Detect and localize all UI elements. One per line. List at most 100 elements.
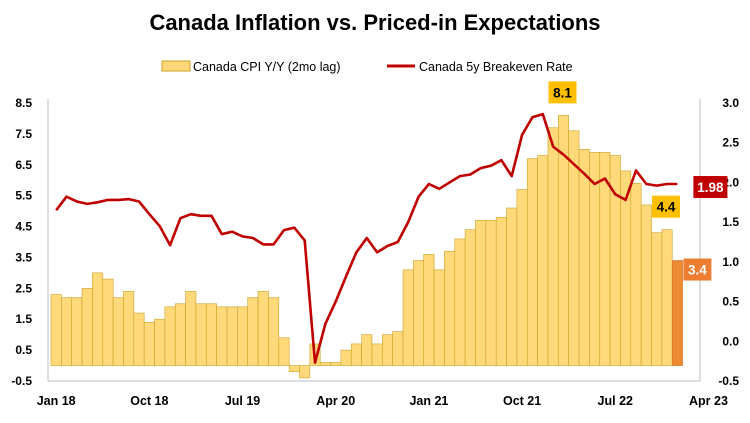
cpi-bars — [50, 115, 683, 379]
cpi-bar — [71, 297, 83, 366]
cpi-bar — [340, 349, 352, 366]
cpi-bar — [185, 291, 197, 366]
callout-box — [693, 176, 728, 199]
cpi-bar — [423, 254, 435, 366]
callout-orange: 3.4 — [683, 258, 712, 281]
right-tick-label: 1.5 — [722, 215, 739, 229]
x-axis: Jan 18 Oct 18 Jul 19 Apr 20 Jan 21 Oct 21 Jul … — [37, 394, 728, 408]
cpi-bar — [371, 343, 383, 366]
left-tick-label: -0.5 — [11, 374, 32, 388]
cpi-bar — [206, 303, 217, 366]
cpi-bar — [630, 183, 642, 366]
legend-line-label: Canada 5y Breakeven Rate — [419, 60, 573, 74]
right-tick-label: 0.0 — [722, 334, 739, 348]
cpi-bar — [361, 334, 373, 366]
cpi-bar — [195, 303, 207, 366]
left-tick-label: 1.5 — [15, 312, 32, 326]
cpi-bar — [537, 155, 549, 366]
cpi-bar — [299, 365, 311, 379]
left-tick-label: 8.5 — [15, 96, 32, 110]
cpi-bar — [143, 322, 155, 366]
callout-red: 1.98 — [693, 176, 728, 199]
cpi-bar — [102, 278, 114, 366]
cpi-bar — [402, 269, 414, 366]
cpi-bar — [330, 362, 342, 366]
cpi-bar — [433, 269, 445, 366]
cpi-bar — [257, 291, 269, 366]
callout-label: 4.4 — [657, 200, 676, 215]
callout-box — [548, 81, 577, 104]
callout-yellow: 8.1 — [548, 81, 577, 104]
right-tick-label: 3.0 — [722, 96, 739, 110]
left-tick-label: 7.5 — [15, 127, 32, 141]
callout-label: 3.4 — [688, 263, 707, 278]
cpi-bar — [81, 288, 93, 366]
cpi-bar — [216, 306, 228, 366]
right-tick-label: 0.5 — [722, 295, 739, 309]
callout-yellow: 4.4 — [652, 195, 681, 218]
left-tick-label: 2.5 — [15, 281, 32, 295]
cpi-bar — [319, 362, 331, 366]
legend-bar-swatch — [161, 60, 191, 72]
cpi-bar — [526, 158, 538, 366]
cpi-bar — [444, 250, 456, 366]
cpi-bar — [174, 303, 186, 366]
x-tick-label: Jul 22 — [598, 394, 633, 408]
cpi-bar — [464, 229, 476, 366]
cpi-bar — [547, 127, 559, 366]
legend: Canada CPI Y/Y (2mo lag) Canada 5y Break… — [161, 60, 573, 74]
breakeven-line — [55, 112, 678, 365]
cpi-bar — [516, 189, 528, 366]
cpi-bar — [651, 232, 663, 366]
cpi-bar — [50, 294, 62, 366]
right-tick-label: 2.5 — [722, 136, 739, 150]
cpi-bar-latest — [671, 260, 683, 366]
left-tick-label: 0.5 — [15, 343, 32, 357]
left-tick-label: 4.5 — [15, 220, 32, 234]
callouts: 8.1 4.4 3.4 1.98 — [548, 81, 728, 281]
cpi-bar — [61, 297, 73, 366]
cpi-bar — [247, 297, 259, 366]
callout-box — [683, 258, 712, 281]
x-tick-label: Apr 20 — [316, 394, 355, 408]
cpi-bar — [154, 318, 166, 366]
cpi-bar — [661, 229, 673, 366]
cpi-bar — [578, 149, 590, 366]
cpi-bar — [485, 220, 497, 366]
cpi-bar — [413, 260, 425, 366]
left-tick-label: 3.5 — [15, 250, 32, 264]
cpi-bar — [495, 216, 507, 366]
cpi-bar — [382, 334, 393, 366]
x-tick-label: Apr 23 — [689, 394, 728, 408]
cpi-bar — [392, 331, 404, 366]
cpi-bar — [123, 291, 135, 366]
x-tick-label: Jul 19 — [225, 394, 260, 408]
cpi-bar — [268, 297, 280, 366]
left-tick-label: 5.5 — [15, 189, 32, 203]
chart-title: Canada Inflation vs. Priced-in Expectati… — [149, 10, 600, 35]
breakeven-polyline — [55, 112, 678, 365]
legend-bar-label: Canada CPI Y/Y (2mo lag) — [193, 60, 341, 74]
left-y-axis: -0.5 0.5 1.5 2.5 3.5 4.5 5.5 6.5 7.5 8.5 — [11, 96, 32, 388]
cpi-bar — [278, 337, 290, 366]
right-tick-label: 1.0 — [722, 255, 739, 269]
cpi-bar — [506, 207, 518, 366]
cpi-bar — [92, 272, 104, 366]
cpi-bar — [112, 297, 124, 366]
cpi-bar — [133, 312, 145, 366]
x-tick-label: Oct 21 — [503, 394, 541, 408]
cpi-bar — [454, 238, 466, 366]
cpi-bar — [640, 204, 652, 366]
cpi-bar — [475, 220, 487, 366]
callout-box — [652, 195, 681, 218]
callout-label: 1.98 — [697, 180, 724, 195]
cpi-bar — [237, 306, 249, 366]
cpi-bar — [226, 306, 238, 366]
x-tick-label: Jan 21 — [409, 394, 448, 408]
x-tick-label: Oct 18 — [130, 394, 168, 408]
plot-frame — [47, 99, 701, 382]
cpi-bar — [288, 365, 300, 373]
left-tick-label: 6.5 — [15, 158, 32, 172]
